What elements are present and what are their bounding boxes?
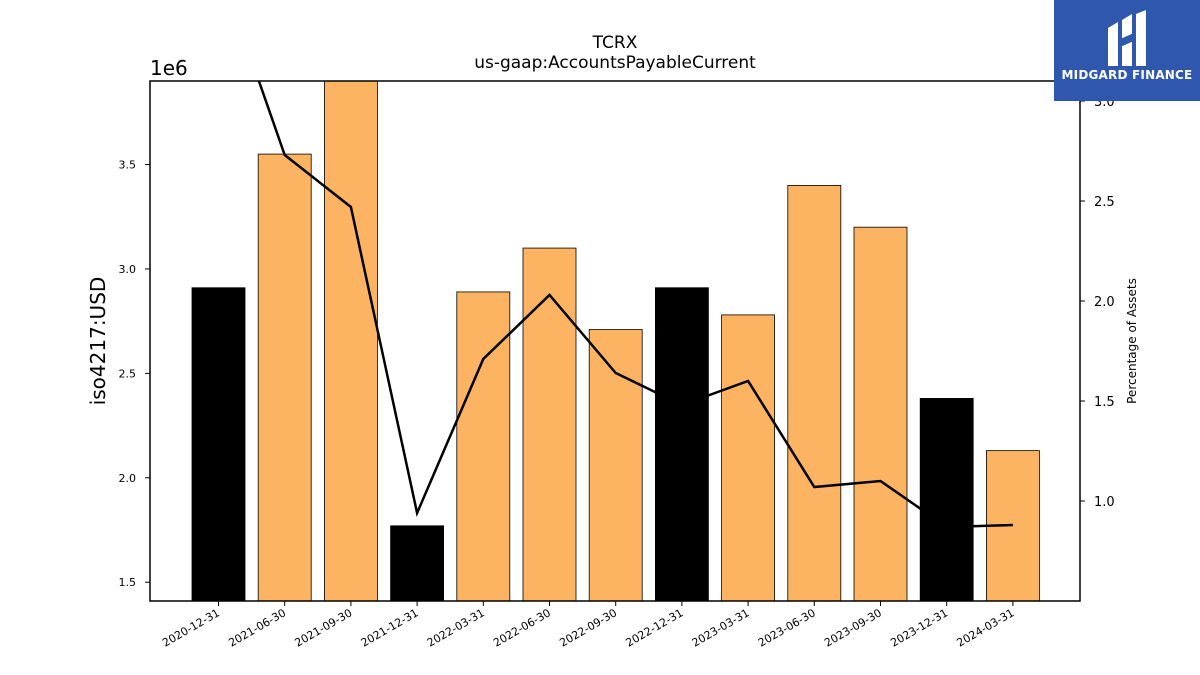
y-tick-label-2.0: 2.0 — [119, 472, 137, 485]
bar-2023-09-30 — [853, 226, 908, 602]
x-tick-label-2023-03-31: 2023-03-31 — [690, 606, 752, 649]
x-tick-label-2022-12-31: 2022-12-31 — [624, 606, 686, 649]
bar-2022-06-30 — [522, 247, 577, 602]
y2-tick-label-2.5: 2.5 — [1094, 195, 1115, 210]
y2-tick-label-1.0: 1.0 — [1094, 495, 1115, 510]
brand-logo: MIDGARD FINANCE — [1054, 0, 1200, 101]
y2-tick-label-2.0: 2.0 — [1094, 295, 1115, 310]
x-tick-label-2021-06-30: 2021-06-30 — [226, 606, 288, 649]
chart-subtitle: us-gaap:AccountsPayableCurrent — [474, 53, 756, 73]
x-tick-label-2022-03-31: 2022-03-31 — [425, 606, 487, 649]
x-tick-label-2020-12-31: 2020-12-31 — [160, 606, 222, 649]
y-tick-label-1.5: 1.5 — [119, 576, 137, 589]
bar-2022-09-30 — [588, 329, 643, 602]
bar-2022-12-31 — [655, 287, 709, 602]
y-tick-label-2.5: 2.5 — [119, 367, 137, 380]
percentage-line — [257, 81, 1013, 529]
y2-axis-label: Percentage of Assets — [1125, 278, 1139, 404]
y2-tick-label-1.5: 1.5 — [1094, 395, 1115, 410]
x-tick-label-2022-09-30: 2022-09-30 — [557, 606, 619, 649]
y-axis-label: iso4217:USD — [86, 277, 110, 406]
y-tick-label-3.0: 3.0 — [119, 263, 137, 276]
y-offset-label: 1e6 — [150, 56, 188, 80]
plot-frame — [149, 80, 1081, 602]
bar-2021-06-30 — [257, 153, 312, 602]
bar-2020-12-31 — [191, 287, 246, 602]
bar-2023-03-31 — [721, 314, 775, 602]
x-tick-label-2021-09-30: 2021-09-30 — [293, 606, 355, 649]
logo-text: MIDGARD FINANCE — [1061, 68, 1193, 82]
chart-title: TCRX — [592, 33, 638, 53]
percentage-line-group — [257, 81, 1013, 529]
x-tick-label-2024-03-31: 2024-03-31 — [955, 606, 1017, 649]
y-tick-label-3.5: 3.5 — [119, 159, 137, 172]
x-tick-label-2023-09-30: 2023-09-30 — [822, 606, 884, 649]
bar-group — [191, 80, 1040, 602]
bar-2022-03-31 — [456, 291, 511, 602]
bar-2023-12-31 — [919, 398, 974, 602]
bar-2021-12-31 — [390, 525, 445, 602]
x-tick-label-2023-12-31: 2023-12-31 — [888, 606, 950, 649]
logo-mark-icon — [1108, 10, 1146, 66]
x-tick-label-2021-12-31: 2021-12-31 — [359, 606, 421, 649]
x-tick-label-2023-06-30: 2023-06-30 — [756, 606, 818, 649]
bar-2023-06-30 — [787, 185, 842, 602]
bar-2021-09-30 — [323, 80, 378, 602]
x-tick-label-2022-06-30: 2022-06-30 — [491, 606, 553, 649]
